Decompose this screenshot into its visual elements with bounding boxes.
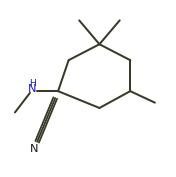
Text: H: H (29, 79, 36, 88)
Text: N: N (28, 84, 37, 94)
Text: N: N (30, 144, 39, 154)
